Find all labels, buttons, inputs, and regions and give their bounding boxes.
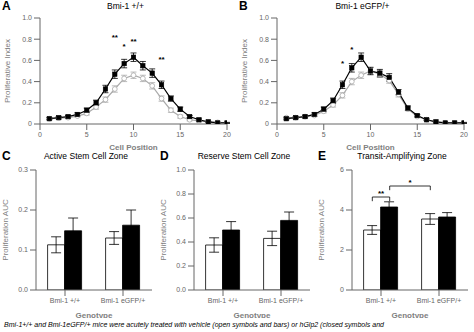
html-text:B: B <box>239 0 248 13</box>
svg-text:0.0: 0.0 <box>18 286 28 293</box>
svg-text:Cell Position: Cell Position <box>109 143 158 150</box>
html-text:E: E <box>318 149 326 163</box>
svg-text:1.0: 1.0 <box>22 14 32 21</box>
svg-text:**: ** <box>158 55 165 64</box>
svg-text:4: 4 <box>340 206 344 213</box>
svg-text:0.4: 0.4 <box>259 78 269 85</box>
svg-text:Bmi-1 eGFP/+: Bmi-1 eGFP/+ <box>259 297 304 304</box>
html-text:D: D <box>160 149 169 163</box>
html-text:A: A <box>2 0 11 13</box>
svg-text:0.6: 0.6 <box>259 57 269 64</box>
svg-text:15: 15 <box>413 131 421 138</box>
html-text:Reserve Stem Cell Zone: Reserve Stem Cell Zone <box>197 151 291 161</box>
svg-text:**: ** <box>112 33 119 42</box>
svg-text:0.2: 0.2 <box>18 206 28 213</box>
svg-text:Proliferation AUC: Proliferation AUC <box>317 199 326 261</box>
svg-text:1.0: 1.0 <box>259 14 269 21</box>
html-text:C: C <box>2 149 11 163</box>
svg-text:Proliferation AUC: Proliferation AUC <box>8 199 10 261</box>
svg-text:6: 6 <box>340 166 344 173</box>
svg-text:0.8: 0.8 <box>259 36 269 43</box>
html-text:Transit-Amplifying Zone: Transit-Amplifying Zone <box>357 151 447 161</box>
svg-text:10: 10 <box>367 131 375 138</box>
svg-text:15: 15 <box>176 131 184 138</box>
html-text:Bmi-1+/+ and Bmi-1eGFP/+ mice: Bmi-1+/+ and Bmi-1eGFP/+ mice were acute… <box>4 321 384 328</box>
svg-text:Proliferative Index: Proliferative Index <box>8 39 12 103</box>
html-text:Bmi-1 eGFP/+: Bmi-1 eGFP/+ <box>335 1 390 11</box>
svg-text:Proliferation AUC: Proliferation AUC <box>159 199 168 261</box>
svg-text:Bmi-1 +/+: Bmi-1 +/+ <box>208 297 238 304</box>
svg-text:2: 2 <box>340 246 344 253</box>
svg-text:**: ** <box>378 189 385 198</box>
svg-text:0.2: 0.2 <box>22 99 32 106</box>
svg-text:Bmi-1 eGFP/+: Bmi-1 eGFP/+ <box>101 297 146 304</box>
svg-text:1.0: 1.0 <box>176 166 186 173</box>
svg-text:Proliferative Index: Proliferative Index <box>240 39 249 103</box>
svg-text:Bmi-1 +/+: Bmi-1 +/+ <box>50 297 80 304</box>
svg-text:0: 0 <box>265 120 269 127</box>
svg-text:0.0: 0.0 <box>176 286 186 293</box>
svg-text:20: 20 <box>460 131 466 138</box>
svg-text:*: * <box>123 42 127 51</box>
svg-text:0.2: 0.2 <box>259 99 269 106</box>
html-text:Active Stem Cell Zone: Active Stem Cell Zone <box>44 151 128 161</box>
svg-text:5: 5 <box>85 131 89 138</box>
svg-text:0.8: 0.8 <box>176 190 186 197</box>
svg-text:0.4: 0.4 <box>176 238 186 245</box>
html-text:Bmi-1 +/+: Bmi-1 +/+ <box>107 1 144 11</box>
svg-text:0.8: 0.8 <box>22 36 32 43</box>
svg-text:0: 0 <box>340 286 344 293</box>
svg-text:0: 0 <box>38 131 42 138</box>
svg-text:0: 0 <box>28 120 32 127</box>
svg-text:**: ** <box>130 37 137 46</box>
svg-text:Genotype: Genotype <box>392 311 429 318</box>
svg-text:Genotype: Genotype <box>234 311 271 318</box>
svg-text:0.1: 0.1 <box>18 246 28 253</box>
svg-text:0.3: 0.3 <box>18 166 28 173</box>
svg-text:Genotype: Genotype <box>76 311 113 318</box>
svg-text:10: 10 <box>130 131 138 138</box>
svg-text:0.2: 0.2 <box>176 262 186 269</box>
svg-text:0.6: 0.6 <box>22 57 32 64</box>
svg-text:*: * <box>350 45 354 54</box>
svg-text:*: * <box>408 178 412 187</box>
svg-text:5: 5 <box>322 131 326 138</box>
svg-text:0.4: 0.4 <box>22 78 32 85</box>
svg-text:20: 20 <box>223 131 231 138</box>
svg-text:Bmi-1 eGFP/+: Bmi-1 eGFP/+ <box>417 297 462 304</box>
svg-text:Cell Position: Cell Position <box>346 143 395 150</box>
svg-text:Bmi-1 +/+: Bmi-1 +/+ <box>366 297 396 304</box>
svg-text:0.6: 0.6 <box>176 214 186 221</box>
svg-text:*: * <box>341 59 345 68</box>
svg-text:0: 0 <box>275 131 279 138</box>
